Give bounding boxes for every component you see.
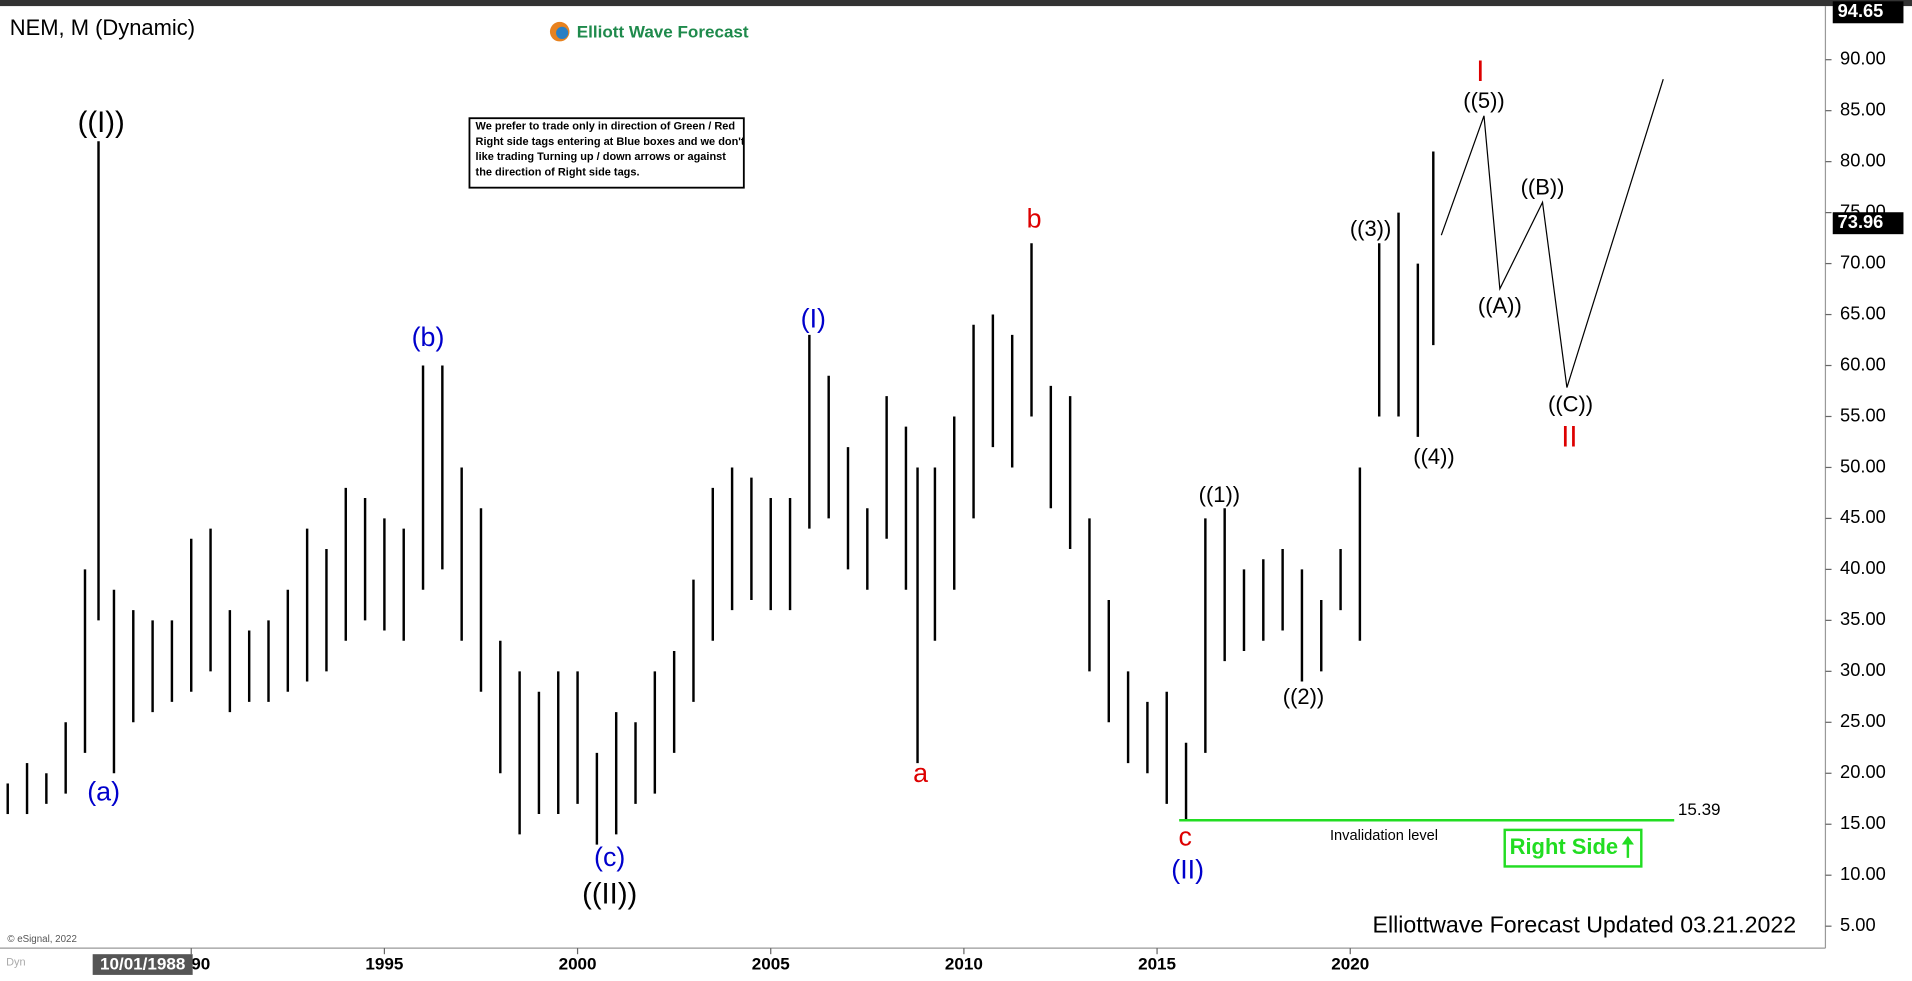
top-price-label: 94.65 [1838,0,1884,21]
copyright: © eSignal, 2022 [7,934,77,945]
y-tick-label: 15.00 [1840,812,1886,833]
note: We prefer to trade only in direction of … [476,121,745,179]
y-tick-label: 25.00 [1840,710,1886,731]
cursor-date-box [92,954,193,975]
wave-label: ((3)) [1350,216,1391,241]
projection-path [1440,79,1664,388]
y-tick-label: 10.00 [1840,863,1886,884]
wave-label: ((B)) [1521,175,1565,200]
x-tick-label: 2010 [945,955,983,974]
top-price-box [1832,1,1904,24]
wave-label: II [1561,421,1577,453]
wave-label: ((C)) [1548,392,1593,417]
y-tick-label: 85.00 [1840,99,1886,120]
right-side-arrow [1621,835,1634,858]
y-tick-label: 55.00 [1840,404,1886,425]
wave-label: (II) [1171,854,1204,884]
wave-label: ((5)) [1463,88,1504,113]
y-tick-label: 5.00 [1840,914,1876,935]
invalidation-value: 15.39 [1678,800,1721,819]
y-tick-label: 45.00 [1840,506,1886,527]
x-tick-label: 2000 [559,955,597,974]
y-tick-label: 40.00 [1840,557,1886,578]
brand-text: Elliott Wave Forecast [577,22,749,41]
logo-icon [556,26,569,39]
last-price-box [1832,212,1904,235]
y-tick-label: 80.00 [1840,149,1886,170]
note-box [468,117,745,189]
x-tick-label: 2015 [1138,955,1176,974]
y-tick-label: 60.00 [1840,353,1886,374]
wave-label: ((4)) [1413,444,1454,469]
x-tick-label: 2005 [752,955,790,974]
wave-label: (I) [801,304,826,334]
y-tick-label: 30.00 [1840,659,1886,680]
x-tick-label: 1995 [365,955,403,974]
wave-label: ((A)) [1478,293,1522,318]
wave-label: ((I)) [78,107,125,139]
x-tick-label: 2020 [1331,955,1369,974]
cursor-mode: Dyn [6,957,26,969]
y-tick-label: 90.00 [1840,48,1886,69]
cursor-date: 10/01/1988 [100,955,185,974]
last-price-label: 73.96 [1838,211,1884,232]
wave-label: b [1027,204,1042,234]
note-line: We prefer to trade only in direction of … [476,121,736,133]
note-line: Right side tags entering at Blue boxes a… [476,136,745,148]
y-tick-label: 20.00 [1840,761,1886,782]
wave-label: ((II)) [582,878,637,910]
note-line: like trading Turning up / down arrows or… [476,151,727,163]
wave-label: I [1476,56,1484,88]
y-tick-label: 65.00 [1840,302,1886,323]
brand-logo: Elliott Wave Forecast [549,21,749,42]
y-tick-label: 35.00 [1840,608,1886,629]
wave-label: ((1)) [1199,482,1240,507]
wave-label: ((2)) [1283,684,1324,709]
footer: Elliottwave Forecast Updated 03.21.2022 [1373,911,1797,937]
right-side-box [1503,828,1643,868]
wave-label: (b) [412,322,445,352]
y-tick-label: 50.00 [1840,455,1886,476]
wave-label: (c) [594,842,625,872]
top-border [0,0,1912,7]
wave-label: a [913,758,928,788]
chart-title: NEM, M (Dynamic) [10,15,195,40]
wave-label: (a) [87,776,120,806]
wave-label: c [1179,822,1192,852]
invalidation-label: Invalidation level [1330,828,1438,844]
y-tick-label: 70.00 [1840,251,1886,272]
note-line: the direction of Right side tags. [476,166,640,178]
right-side-label: Right Side [1510,834,1619,859]
